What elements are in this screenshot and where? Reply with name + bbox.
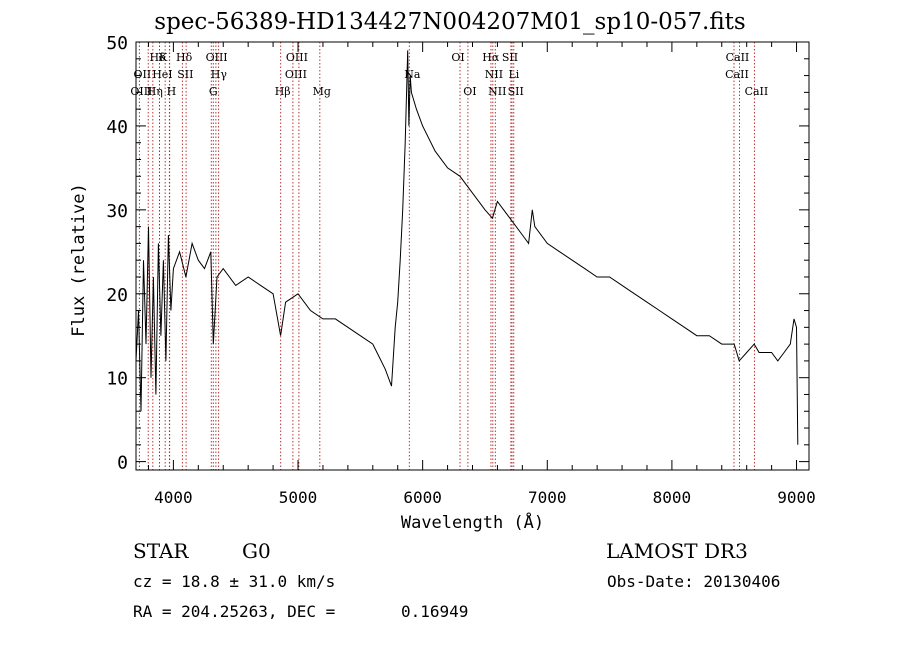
line-label: OIII — [206, 51, 228, 64]
x-tick-label: 7000 — [528, 488, 567, 507]
dec-value: 0.16949 — [401, 602, 469, 621]
survey-name: LAMOST DR3 — [606, 539, 748, 563]
y-tick-label: 30 — [106, 201, 128, 222]
line-label: CaII — [725, 68, 749, 81]
x-tick-label: 5000 — [279, 488, 318, 507]
x-tick-label: 6000 — [403, 488, 442, 507]
object-class: STAR — [133, 539, 189, 563]
redshift-readout: cz = 18.8 ± 31.0 km/s — [133, 572, 336, 591]
line-label: NII — [488, 85, 506, 98]
chart-title: spec-56389-HD134427N004207M01_sp10-057.f… — [154, 9, 746, 35]
x-tick-label: 9000 — [777, 488, 816, 507]
y-tick-label: 10 — [106, 369, 128, 390]
x-tick-label: 8000 — [653, 488, 692, 507]
line-label: H — [167, 85, 177, 98]
y-tick-label: 20 — [106, 285, 128, 306]
line-label: OIII — [285, 68, 307, 81]
line-label: CaII — [745, 85, 769, 98]
y-tick-label: 50 — [106, 33, 128, 54]
line-label: OI — [451, 51, 464, 64]
line-label: CaII — [726, 51, 750, 64]
spectral-subclass: G0 — [242, 539, 271, 563]
y-axis: 0 10 20 30 40 50 — [106, 33, 809, 474]
y-tick-label: 40 — [106, 117, 128, 138]
ra-dec-readout: RA = 204.25263, DEC = — [133, 602, 336, 621]
x-axis-label: Wavelength (Å) — [401, 511, 544, 533]
line-label: Li — [508, 68, 519, 81]
observation-date: Obs-Date: 20130406 — [607, 572, 781, 591]
line-label: Hδ — [176, 51, 193, 64]
y-tick-label: 0 — [117, 453, 128, 474]
line-label: Hβ — [275, 85, 291, 98]
line-label: SII — [177, 68, 193, 81]
line-label: HeI — [152, 68, 172, 81]
line-label: SII — [502, 51, 518, 64]
line-label: NII — [485, 68, 503, 81]
line-label: Hα — [482, 51, 500, 64]
line-label: OI — [463, 85, 476, 98]
line-label: Mg — [313, 85, 331, 98]
x-tick-label: 4000 — [154, 488, 193, 507]
line-label: Hδ — [149, 51, 166, 64]
y-axis-label: Flux (relative) — [69, 183, 89, 337]
line-label: SII — [508, 85, 524, 98]
line-label: K — [159, 51, 168, 64]
line-label: OII — [134, 68, 152, 81]
line-label: OIII — [286, 51, 308, 64]
line-label: Hγ — [211, 68, 228, 81]
line-markers — [138, 42, 755, 470]
line-label: Hη — [147, 85, 163, 98]
spectrum-line — [135, 50, 799, 445]
plot-frame — [135, 41, 810, 471]
x-axis: 4000 5000 6000 7000 8000 9000 — [147, 42, 816, 507]
line-label: G — [209, 85, 218, 98]
